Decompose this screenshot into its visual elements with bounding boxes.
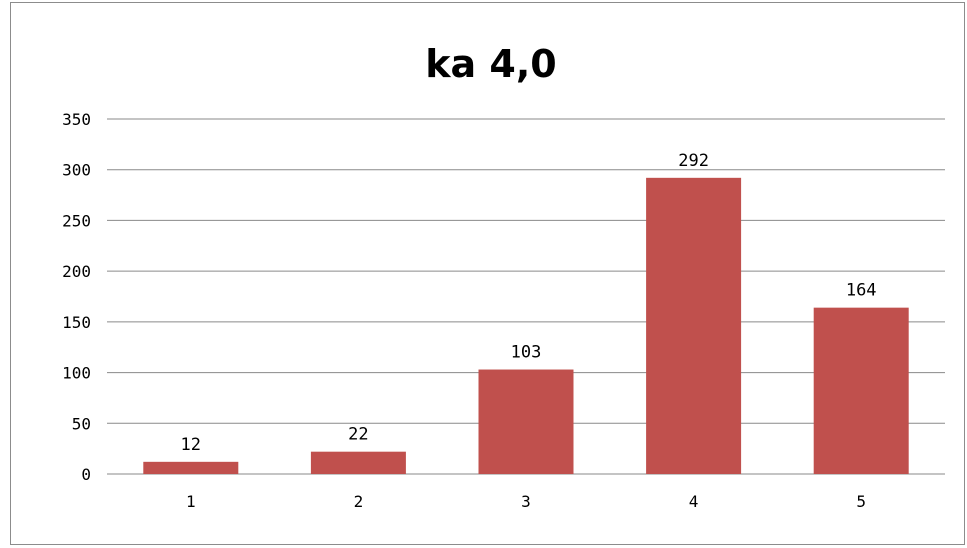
bars (143, 177, 909, 475)
y-tick-label: 200 (62, 262, 91, 281)
y-tick-label: 50 (72, 414, 91, 433)
bar (143, 461, 239, 474)
data-label: 12 (181, 435, 201, 455)
x-tick-label: 2 (354, 492, 364, 511)
y-tick-label: 350 (62, 110, 91, 129)
y-tick-label: 150 (62, 313, 91, 332)
chart-frame: ka 4,0 0 50 100 150 200 250 300 350 12 22 103 292 1… (10, 2, 965, 545)
y-tick-label: 300 (62, 161, 91, 180)
data-labels: 12 22 103 292 164 (181, 151, 877, 455)
chart-title: ka 4,0 (425, 42, 556, 86)
y-axis-ticks: 0 50 100 150 200 250 300 350 (62, 110, 91, 484)
x-tick-label: 1 (186, 492, 196, 511)
data-label: 103 (511, 343, 542, 363)
x-tick-label: 4 (689, 492, 699, 511)
bar (646, 177, 742, 475)
x-tick-label: 5 (856, 492, 866, 511)
bar (478, 369, 574, 474)
data-label: 164 (846, 281, 877, 301)
data-label: 22 (348, 425, 368, 445)
y-tick-label: 250 (62, 211, 91, 230)
data-label: 292 (678, 151, 709, 171)
y-tick-label: 100 (62, 364, 91, 383)
y-tick-label: 0 (81, 465, 91, 484)
bar (310, 451, 406, 474)
x-tick-label: 3 (521, 492, 531, 511)
bar (813, 307, 909, 474)
x-axis-ticks: 1 2 3 4 5 (186, 492, 866, 511)
